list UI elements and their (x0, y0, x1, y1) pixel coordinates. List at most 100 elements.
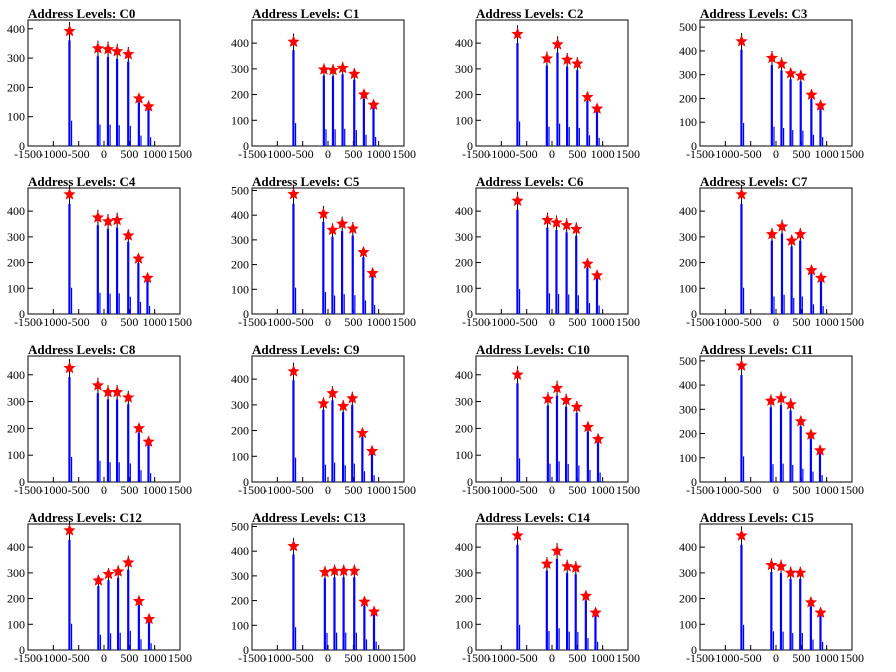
peak-marker-icon (735, 529, 748, 541)
chart-panel: Address Levels: C8 0 100 200 300 400 -1500-100… (7, 342, 192, 497)
y-tick-label: 300 (455, 62, 473, 76)
histogram-bar (68, 40, 71, 146)
x-tick-label: 1000 (367, 147, 391, 161)
peak-marker-icon (774, 392, 788, 404)
peak-marker-icon (132, 594, 146, 607)
x-tick-label: -1000 (263, 147, 291, 161)
x-tick-label: 1000 (815, 483, 839, 497)
y-tick-label: 0 (243, 475, 249, 489)
x-tick-label: 0 (325, 483, 331, 497)
x-tick-label: -1500 (238, 483, 266, 497)
chart-title: Address Levels: C9 (252, 342, 360, 357)
histogram-bar (555, 558, 559, 650)
x-tick-label: -500 (516, 147, 538, 161)
chart-panel: Address Levels: C4 0 100 200 300 400 -1500-100… (7, 174, 192, 329)
peak-marker-icon (287, 365, 300, 377)
peak-marker-icon (569, 561, 582, 573)
x-tick-label: -1000 (711, 483, 739, 497)
x-tick-label: 0 (549, 651, 555, 665)
chart-panel: Address Levels: C14 0 100 200 300 400 -1500-10… (455, 510, 640, 665)
peak-marker-icon (785, 234, 798, 246)
x-tick-label: -500 (516, 483, 538, 497)
histogram-bar (566, 66, 569, 146)
chart-panel: Address Levels: C30100200300400500-1500-… (679, 6, 864, 161)
x-tick-label: -1500 (686, 147, 714, 161)
peak-marker-icon (63, 361, 76, 374)
peak-marker-icon (735, 359, 748, 371)
peak-marker-icon (357, 245, 370, 258)
y-tick-label: 400 (231, 544, 249, 558)
x-tick-label: 1000 (367, 315, 391, 329)
histogram-bar (789, 579, 792, 650)
y-tick-label: 0 (691, 475, 697, 489)
histogram-bar (799, 579, 802, 650)
y-tick-label: 0 (691, 643, 697, 657)
histogram-bar (147, 109, 150, 146)
y-tick-label: 200 (7, 421, 25, 435)
x-tick-label: -1500 (238, 651, 266, 665)
histogram-bar (361, 437, 364, 482)
peak-marker-icon (326, 63, 340, 76)
x-tick-label: -1500 (686, 483, 714, 497)
histogram-bar (292, 50, 295, 147)
x-tick-label: -500 (68, 315, 90, 329)
x-tick-label: 500 (120, 147, 138, 161)
x-tick-label: -1500 (686, 651, 714, 665)
histogram-bar (556, 52, 559, 146)
histogram-bar (780, 233, 784, 314)
histogram-bar (331, 236, 334, 314)
y-tick-label: 0 (691, 139, 697, 153)
peak-marker-icon (317, 207, 330, 220)
histogram-bar (116, 577, 120, 650)
histogram-bar (516, 43, 519, 146)
y-tick-label: 100 (679, 281, 697, 295)
peak-marker-icon (581, 420, 595, 433)
x-tick-label: -500 (68, 147, 90, 161)
x-tick-label: 0 (773, 315, 779, 329)
peak-marker-icon (815, 271, 828, 284)
histogram-bar (147, 621, 151, 650)
peak-marker-icon (511, 529, 524, 541)
x-tick-label: -500 (292, 483, 314, 497)
x-tick-label: 0 (325, 315, 331, 329)
histogram-bar (146, 280, 149, 314)
histogram-bar (115, 227, 119, 314)
histogram-bar (566, 573, 569, 650)
y-tick-label: 0 (243, 307, 249, 321)
histogram-bar (555, 395, 559, 482)
plot-frame (251, 187, 405, 315)
peak-marker-icon (592, 432, 605, 445)
peak-marker-icon (805, 88, 818, 101)
histogram-bar (810, 273, 813, 314)
peak-marker-icon (287, 187, 300, 200)
y-tick-label: 200 (679, 592, 697, 606)
histogram-bar (740, 544, 743, 650)
plot-frame (251, 523, 405, 651)
x-tick-label: 1000 (591, 651, 615, 665)
y-tick-label: 300 (231, 569, 249, 583)
histogram-bar (799, 240, 802, 314)
histogram-bar (333, 577, 336, 650)
y-tick-label: 500 (679, 20, 697, 34)
chart-title: Address Levels: C7 (700, 174, 808, 189)
peak-marker-icon (551, 38, 564, 50)
peak-marker-icon (794, 69, 807, 82)
y-tick-label: 100 (455, 617, 473, 631)
peak-marker-icon (122, 47, 135, 60)
y-tick-label: 0 (243, 643, 249, 657)
histogram-bar (770, 240, 773, 314)
y-tick-label: 200 (7, 80, 25, 94)
chart-panel: Address Levels: C15 0 100 200 300 400 -1500-10… (679, 510, 864, 665)
peak-marker-icon (581, 90, 594, 103)
y-tick-label: 0 (19, 475, 25, 489)
x-tick-label: 500 (344, 147, 362, 161)
chart-title: Address Levels: C8 (28, 342, 136, 357)
histogram-bar (586, 431, 589, 482)
y-tick-label: 0 (467, 643, 473, 657)
x-tick-label: 1500 (840, 147, 864, 161)
plot-frame (251, 355, 405, 483)
histogram-bar (342, 577, 345, 650)
histogram-bar (96, 225, 99, 314)
peak-marker-icon (317, 397, 330, 409)
peak-marker-icon (560, 218, 573, 231)
